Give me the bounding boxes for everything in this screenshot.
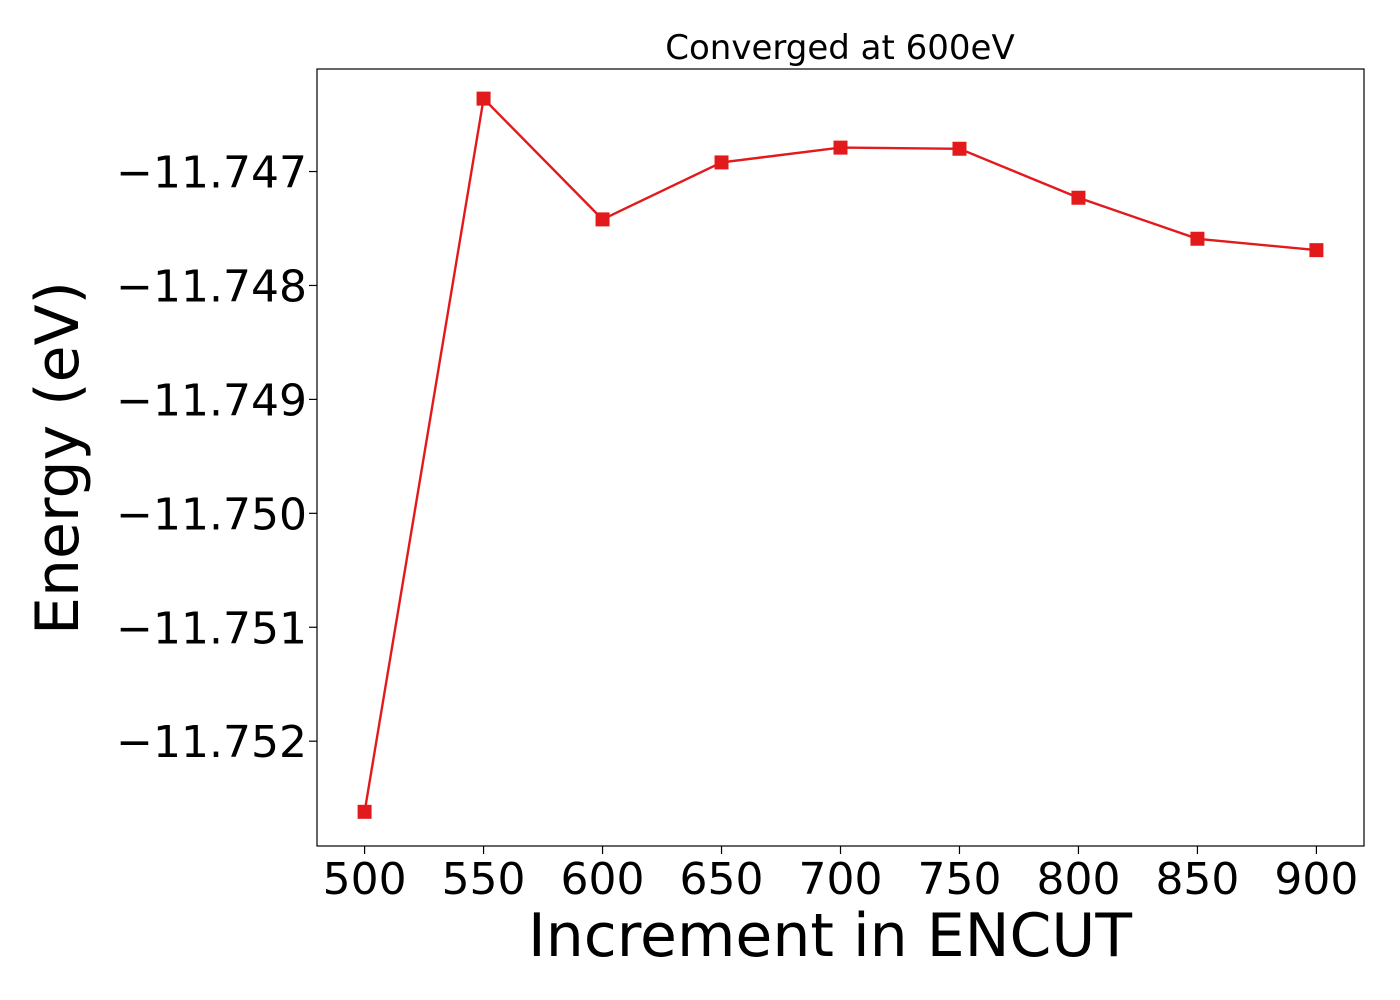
plot-area: 500 550 600 650 700 750 800 850 900 −11.752−11.7… <box>116 68 1365 905</box>
y-tick-label: −11.751 <box>116 603 307 654</box>
x-tick-label: 600 <box>561 854 645 905</box>
y-tick-label: −11.747 <box>116 148 307 199</box>
y-tick-label: −11.752 <box>116 717 307 768</box>
y-tick-label: −11.749 <box>116 375 307 426</box>
data-point-marker <box>1309 243 1324 258</box>
series-line <box>363 96 1317 812</box>
data-point-marker <box>595 212 610 227</box>
x-tick-label: 700 <box>799 854 883 905</box>
data-point-marker <box>1071 190 1086 205</box>
data-point-marker <box>833 140 848 155</box>
data-point-marker <box>357 804 372 819</box>
x-tick-label: 850 <box>1155 854 1239 905</box>
x-axis-label: Increment in ENCUT <box>528 901 1132 971</box>
x-tick-label: 650 <box>680 854 764 905</box>
x-tick-label: 800 <box>1036 854 1120 905</box>
x-tick-label: 550 <box>442 854 526 905</box>
data-point-marker <box>476 91 491 106</box>
x-tick-label: 750 <box>917 854 1001 905</box>
data-point-marker <box>1190 231 1205 246</box>
y-axis-ticks: −11.752 −11.751 −11.750 −11.749 −11.748 −11.7… <box>116 148 317 768</box>
data-point-marker <box>952 141 967 156</box>
x-axis-ticks: 500 550 600 650 700 750 800 850 900 <box>323 846 1358 905</box>
chart-title: Converged at 600eV <box>665 28 1014 68</box>
y-tick-label: −11.750 <box>116 489 307 540</box>
plot-frame <box>316 68 1365 847</box>
x-tick-label: 500 <box>323 854 407 905</box>
series-layer <box>357 91 1324 819</box>
y-tick-label: −11.748 <box>116 261 307 312</box>
data-point-marker <box>714 155 729 170</box>
x-tick-label: 900 <box>1274 854 1358 905</box>
y-axis-label: Energy (eV) <box>23 281 93 635</box>
